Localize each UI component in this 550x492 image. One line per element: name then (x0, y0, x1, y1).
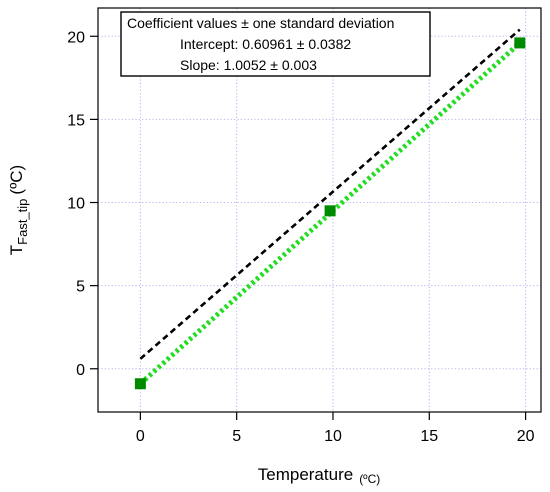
x-tick-label: 0 (136, 428, 145, 445)
series-0-point (324, 205, 336, 217)
x-axis-title-main: Temperature (258, 465, 353, 484)
x-axis-title: Temperature (ºC) (258, 465, 380, 486)
tick-layer: 0 5 10 15 20 0 5 10 15 20 (67, 29, 534, 445)
y-axis-title-main: T (7, 245, 26, 255)
y-axis-title-unit: (ºC) (7, 165, 26, 195)
x-tick-label: 15 (420, 428, 438, 445)
x-tick-label: 5 (232, 428, 241, 445)
series-0-point (134, 378, 146, 390)
series-2-line (139, 28, 521, 360)
plot-frame (97, 7, 542, 413)
x-tick-label: 10 (324, 428, 342, 445)
x-tick-label: 20 (517, 428, 535, 445)
annotation-heading: Coefficient values ± one standard deviat… (127, 15, 394, 31)
annotation-slope: Slope: 1.0052 ± 0.003 (180, 57, 317, 73)
series-1-line (138, 41, 522, 386)
annotation-intercept: Intercept: 0.60961 ± 0.0382 (180, 36, 351, 52)
annotation-box: Coefficient values ± one standard deviat… (120, 11, 431, 77)
series-layer (134, 28, 526, 390)
y-tick-label: 15 (67, 112, 85, 129)
series-0-point (514, 37, 526, 49)
y-tick-label: 20 (67, 29, 85, 46)
y-axis-title-subscript: Fast_tip (15, 199, 30, 245)
y-tick-label: 0 (76, 362, 85, 379)
x-axis-title-unit: (ºC) (359, 472, 380, 486)
y-tick-label: 10 (67, 196, 85, 213)
annotation-frame (120, 11, 431, 77)
y-axis-title: TFast_tip (ºC) (7, 165, 30, 255)
y-tick-label: 5 (76, 279, 85, 296)
